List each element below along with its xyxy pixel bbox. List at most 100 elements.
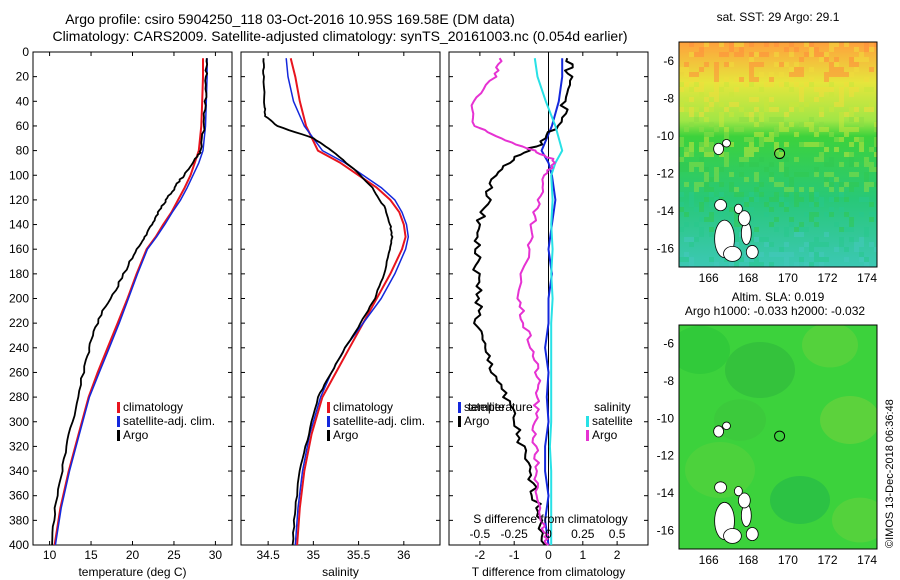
sla-xtick-label-2: 170 [778,553,798,567]
ytick-label-120: 120 [9,193,29,207]
ytick-label-160: 160 [9,242,29,256]
sla-ytick-label-2: -10 [657,411,675,425]
xtick-label-difference-0: -2 [475,548,486,562]
ytick-label-280: 280 [9,390,29,404]
sla-xtick-label-0: 166 [699,553,719,567]
xlabel-difference: T difference from climatology [472,565,626,579]
sst-land-islands [713,139,759,262]
sla-map-title: Altim. SLA: 0.019 [732,290,825,304]
sla-ytick-label-5: -16 [657,523,675,537]
ytick-label-340: 340 [9,464,29,478]
sla-ytick-label-4: -14 [657,486,675,500]
title-line-2: Climatology: CARS2009. Satellite-adjuste… [52,28,627,44]
sla-ytick-label-0: -6 [663,337,674,351]
sla-land-island-3 [745,527,759,541]
diff-temp-legend-title: temperature [468,400,533,414]
temp-legend-swatch-1 [117,416,120,427]
sst-land-island-3 [745,245,759,259]
temp-legend-label-2: Argo [123,428,149,442]
ytick-label-360: 360 [9,489,29,503]
sst-xtick-label-3: 172 [817,271,837,285]
sal-legend-label-2: Argo [333,428,359,442]
sal-legend-swatch-2 [327,430,330,441]
diff-sal-legend-title: salinity [594,400,631,414]
sst-ytick-label-4: -14 [657,204,675,218]
xlabel-temperature: temperature (deg C) [78,565,186,579]
sal-line-climatology [289,57,407,546]
sla-xtick-label-1: 168 [738,553,758,567]
sst-ytick-label-3: -12 [657,166,675,180]
diff-s-tick-label-0: -0.5 [470,527,491,541]
ytick-label-200: 200 [9,292,29,306]
diff-line-temp_diff [472,57,574,546]
diff-temp-legend-swatch-0 [458,402,461,413]
diff-s-tick-label-2: 0 [545,527,552,541]
sst-land-island-6 [734,203,743,214]
temp-legend-label-1: satellite-adj. clim. [123,414,215,428]
diff-s-axis-label: S difference from climatology [473,512,628,526]
xtick-label-difference-1: -1 [509,548,520,562]
diff-sal-legend-label-1: Argo [592,428,618,442]
ytick-label-220: 220 [9,316,29,330]
xtick-label-temperature-3: 25 [167,548,181,562]
sla-blob-0 [679,326,730,374]
panel-frame-temperature [32,51,233,546]
sst-xtick-label-0: 166 [699,271,719,285]
diff-temp-legend-label-0: satellite [464,400,505,414]
sst-xtick-label-1: 168 [738,271,758,285]
sla-xtick-label-3: 172 [817,553,837,567]
xtick-label-salinity-3: 36 [397,548,411,562]
sal-legend-swatch-1 [327,416,330,427]
sla-land-island-6 [734,486,743,497]
sst-land-island-1 [723,245,742,262]
sst-map: sat. SST: 29 Argo: 29.1 [678,10,878,268]
xtick-label-temperature-0: 10 [43,548,57,562]
sal-legend-label-0: climatology [333,400,393,414]
sla-blob-3 [820,396,877,444]
ytick-label-80: 80 [16,144,30,158]
sla-blob-1 [725,342,795,398]
diff-line-satellite [540,58,564,546]
sst-profile-location-marker [774,148,786,160]
sal-legend-swatch-0 [327,402,330,413]
ytick-label-320: 320 [9,439,29,453]
sst-ytick-label-0: -6 [663,54,674,68]
diff-s-tick-label-3: 0.25 [571,527,595,541]
sla-ytick-label-3: -12 [657,449,675,463]
sal-legend-label-1: satellite-adj. clim. [333,414,425,428]
xtick-label-temperature-2: 20 [126,548,140,562]
xlabel-salinity: salinity [322,565,359,579]
ytick-label-0: 0 [22,45,29,59]
sst-pixel-texture [679,42,877,267]
ytick-label-240: 240 [9,341,29,355]
diff-sal-legend-swatch-1 [586,430,589,441]
temp-legend-label-0: climatology [123,400,183,414]
temp-line-satellite [54,58,208,546]
sla-blob-6 [832,497,877,543]
sla-profile-location-marker [774,430,786,442]
sst-land-island-8 [722,139,731,148]
sal-line-satellite [285,58,410,546]
panel-frame-salinity [240,51,441,546]
diff-sal-legend-swatch-0 [586,416,589,427]
sst-land-island-4 [738,210,751,227]
sla-map-subtitle: Argo h1000: -0.033 h2000: -0.032 [685,304,865,318]
temp-legend-swatch-0 [117,402,120,413]
ytick-label-20: 20 [16,70,30,84]
sla-map-frame [678,324,878,550]
sst-ytick-label-1: -8 [663,91,674,105]
sla-land-island-1 [723,528,742,544]
ytick-label-60: 60 [16,119,30,133]
xtick-label-salinity-2: 35.5 [347,548,371,562]
imos-timestamp: ©IMOS 13-Dec-2018 06:36:48 [884,399,896,548]
diff-temp-legend-swatch-1 [458,416,461,427]
ytick-label-140: 140 [9,218,29,232]
temp-legend-swatch-2 [117,430,120,441]
ytick-label-400: 400 [9,538,29,552]
sst-land-island-5 [714,199,727,212]
ytick-label-180: 180 [9,267,29,281]
title-line-1: Argo profile: csiro 5904250_118 03-Oct-2… [65,11,515,27]
sla-blob-5 [770,476,830,524]
ytick-label-380: 380 [9,513,29,527]
sla-land-island-5 [714,481,727,494]
